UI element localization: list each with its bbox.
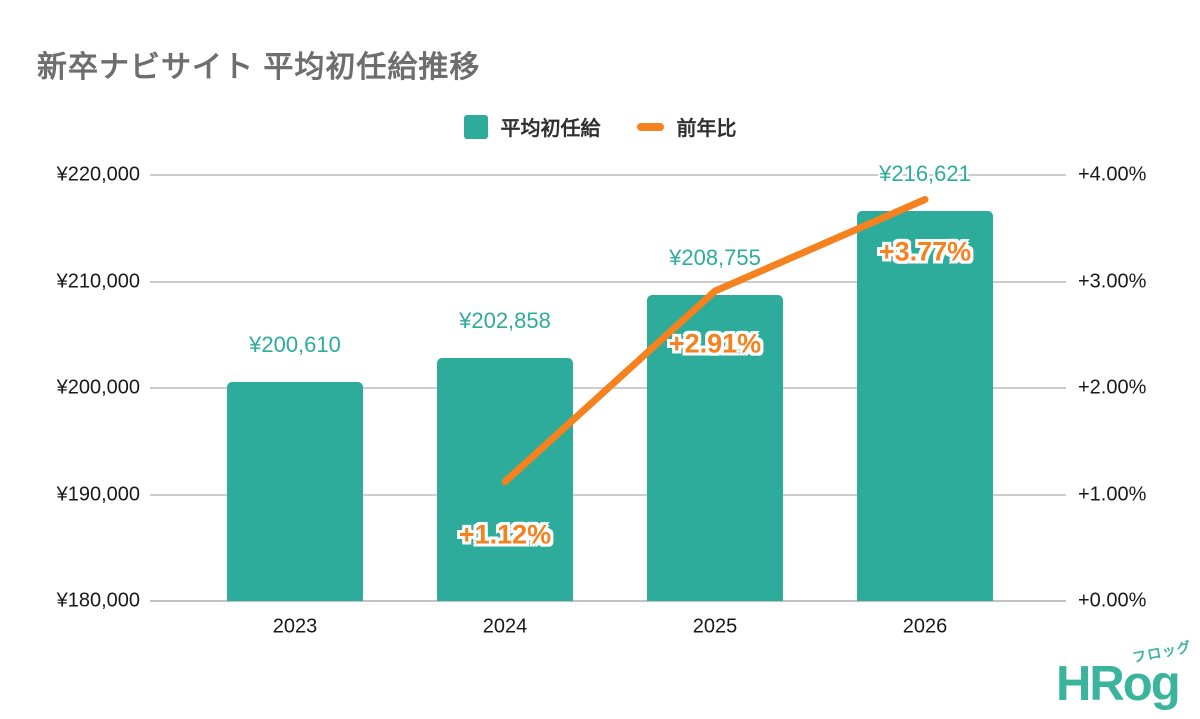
legend-item-average-salary: 平均初任給 (463, 112, 601, 141)
legend-label: 前年比 (676, 118, 737, 140)
yoy-point-label: +3.77% (878, 236, 972, 267)
y-axis-label-right: +3.00% (1078, 270, 1147, 292)
hrog-logo: フロッグ HRog (1056, 638, 1196, 715)
x-axis-label: 2026 (902, 615, 948, 638)
bar-value-label: ¥216,621 (879, 160, 971, 186)
bar-value-label: ¥208,755 (669, 244, 761, 270)
y-axis-label-left: ¥210,000 (56, 270, 140, 292)
logo-text: HRog (1056, 657, 1181, 711)
bar-2026 (857, 210, 993, 601)
gridline (150, 493, 1066, 496)
x-axis-label: 2023 (272, 615, 318, 638)
yoy-point-label: +1.12% (458, 519, 552, 550)
gridline (150, 600, 1066, 602)
bar-2023 (227, 381, 363, 601)
y-axis-label-right: +2.00% (1078, 376, 1147, 399)
x-axis-label: 2025 (692, 615, 738, 638)
y-axis-label-left: ¥190,000 (56, 483, 140, 505)
gridline (150, 174, 1066, 176)
y-axis-label-right: +1.00% (1078, 483, 1147, 505)
line-series-swatch-icon (636, 122, 664, 131)
legend: 平均初任給 前年比 (0, 112, 1200, 141)
x-axis-label: 2024 (482, 615, 528, 638)
legend-item-yoy: 前年比 (636, 112, 737, 141)
y-axis-label-right: +4.00% (1078, 163, 1147, 186)
bar-value-label: ¥200,610 (249, 331, 341, 357)
bar-series-swatch-icon (463, 114, 488, 139)
y-axis-label-left: ¥200,000 (56, 376, 140, 399)
legend-label: 平均初任給 (500, 118, 601, 140)
chart-title: 新卒ナビサイト 平均初任給推移 (37, 51, 481, 84)
yoy-point-label: +2.91% (668, 328, 762, 359)
bar-2024 (437, 357, 573, 601)
y-axis-label-left: ¥180,000 (56, 589, 140, 612)
y-axis-label-left: ¥220,000 (56, 163, 140, 186)
y-axis-label-right: +0.00% (1078, 589, 1147, 612)
bar-value-label: ¥202,858 (459, 307, 551, 333)
